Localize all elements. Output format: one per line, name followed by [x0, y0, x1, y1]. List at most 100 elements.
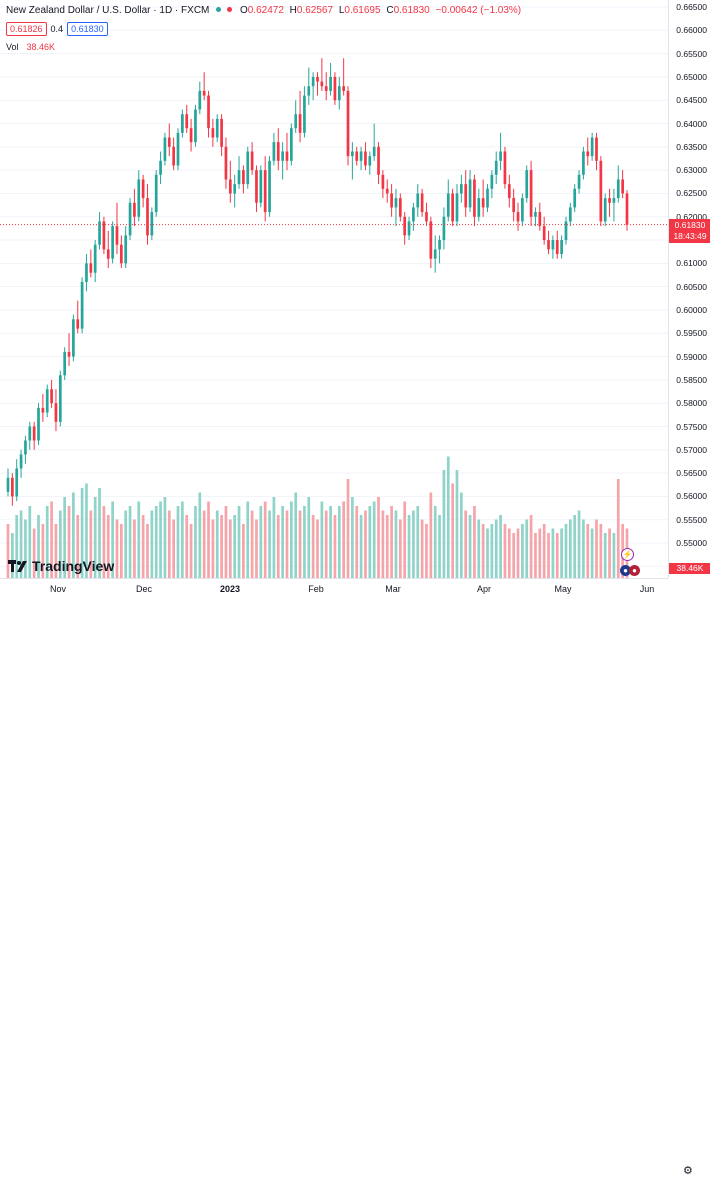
candle-body: [237, 170, 241, 185]
candle-body: [333, 76, 337, 101]
candle: [259, 165, 263, 208]
candle-body: [185, 114, 189, 129]
volume-bar: [167, 510, 171, 578]
candle-body: [307, 86, 311, 96]
candle-body: [176, 132, 180, 166]
volume-bar: [150, 510, 154, 578]
tradingview-logo[interactable]: TradingView: [8, 558, 114, 574]
volume-bar: [263, 501, 267, 578]
candle: [172, 137, 175, 171]
candle-body: [512, 198, 516, 213]
candle: [346, 86, 350, 166]
candle: [281, 142, 284, 180]
time-label: 2023: [219, 584, 241, 594]
candle-body: [276, 142, 280, 161]
volume-bar: [481, 524, 485, 578]
candle: [564, 216, 568, 245]
candle: [446, 179, 450, 222]
volume-bar: [72, 492, 75, 578]
candle: [499, 132, 502, 171]
candle: [176, 128, 180, 171]
candle-body: [250, 151, 254, 171]
candle: [590, 132, 594, 161]
volume-bar: [525, 519, 529, 578]
candle: [407, 216, 411, 241]
price-tick-label: 0.62500: [676, 188, 707, 199]
candle: [573, 184, 577, 213]
candlestick-chart[interactable]: [0, 0, 668, 578]
settings-gear-icon[interactable]: ⚙: [683, 1165, 693, 1177]
candle: [133, 188, 136, 227]
volume-bar: [15, 515, 19, 578]
time-label: Dec: [135, 584, 153, 594]
candle-body: [163, 137, 167, 161]
candle-body: [451, 193, 454, 222]
candle: [63, 347, 67, 380]
candle: [372, 123, 376, 161]
volume-bar: [194, 506, 197, 578]
candle: [32, 421, 36, 450]
volume-bar: [185, 515, 189, 578]
candle-body: [268, 160, 271, 213]
brand-name: TradingView: [32, 558, 115, 574]
candle: [141, 174, 145, 208]
candle: [128, 198, 132, 241]
candle: [316, 72, 319, 96]
candle-body: [364, 151, 367, 166]
candle-body: [407, 221, 411, 236]
candle: [486, 184, 489, 213]
candle: [311, 72, 315, 101]
candle-body: [255, 170, 258, 203]
flag-us-icon[interactable]: ●: [629, 565, 640, 576]
volume-bar: [285, 510, 289, 578]
volume-bar: [181, 501, 184, 578]
buy-button[interactable]: 0.61830: [67, 22, 108, 36]
volume-bar: [45, 506, 49, 578]
volume-bar: [473, 506, 476, 578]
volume-bar: [342, 501, 346, 578]
candle-body: [224, 146, 228, 180]
time-label: Feb: [308, 584, 324, 594]
candle-body: [194, 109, 197, 143]
candle-body: [54, 403, 58, 422]
volume-bar: [189, 524, 193, 578]
lightning-icon[interactable]: ⚡: [621, 548, 634, 561]
candle-body: [446, 193, 450, 217]
volume-bar: [215, 510, 219, 578]
volume-bar: [246, 501, 250, 578]
volume-label[interactable]: Vol: [6, 42, 19, 52]
price-axis[interactable]: 0.66500 0.66000 0.65500 0.65000 0.64500 0.640…: [668, 0, 710, 578]
candle: [67, 333, 71, 366]
candle: [477, 188, 481, 222]
volume-bar: [237, 506, 241, 578]
volume-bar: [111, 501, 114, 578]
candle: [189, 118, 193, 152]
volume-bar: [477, 519, 481, 578]
candle: [111, 221, 114, 264]
sell-button[interactable]: 0.61826: [6, 22, 47, 36]
flag-nz-icon[interactable]: ●: [620, 565, 631, 576]
volume-bar: [37, 515, 40, 578]
volume-bar: [119, 524, 123, 578]
candle: [194, 104, 197, 147]
high-label: H: [289, 5, 297, 16]
candle: [80, 277, 84, 334]
time-axis[interactable]: Nov Dec 2023 Feb Mar Apr May Jun ⚙: [0, 578, 693, 1177]
volume-bar: [612, 533, 616, 578]
candle-body: [15, 468, 19, 497]
price-tick-label: 0.56500: [676, 468, 707, 479]
symbol-title[interactable]: New Zealand Dollar / U.S. Dollar · 1D · …: [6, 5, 210, 16]
volume-bar: [63, 497, 67, 578]
candle-body: [159, 160, 162, 175]
chart-area[interactable]: New Zealand Dollar / U.S. Dollar · 1D · …: [0, 0, 668, 578]
candle: [398, 193, 402, 222]
candle-body: [298, 114, 302, 133]
candle-body: [381, 174, 385, 189]
candle-body: [608, 198, 611, 203]
price-tick-label: 0.61000: [676, 258, 707, 269]
candle-body: [137, 179, 141, 217]
candle: [494, 151, 498, 185]
volume-bar: [202, 510, 206, 578]
volume-bar: [516, 528, 520, 578]
candle: [198, 81, 202, 115]
